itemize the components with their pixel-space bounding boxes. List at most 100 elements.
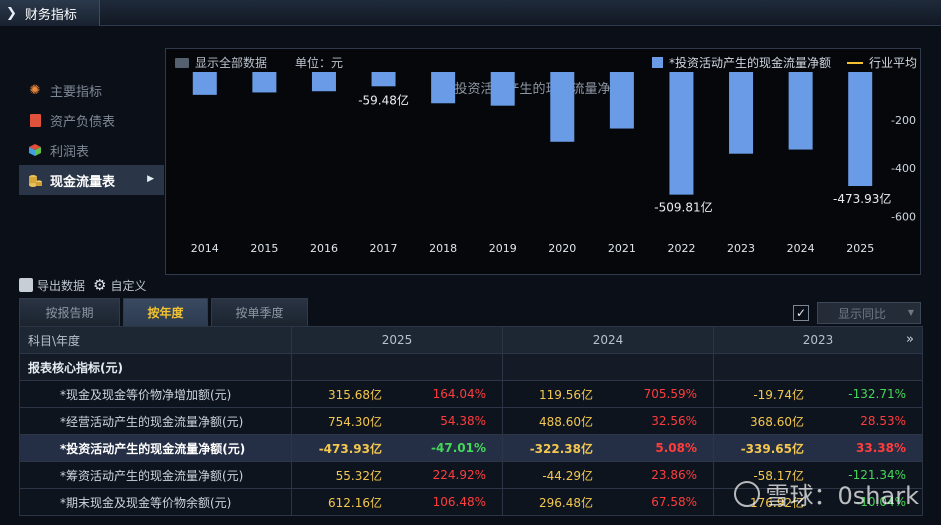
- value-cell: 612.16亿 106.48%: [291, 488, 503, 516]
- yoy-label: 显示同比: [838, 306, 887, 321]
- value-cell: 488.60亿 32.56%: [502, 407, 714, 435]
- cube-icon: [27, 142, 43, 158]
- cell-value: -19.74亿: [753, 387, 804, 402]
- cell-value: -339.65亿: [740, 441, 804, 456]
- cell-yoy: 54.38%: [440, 414, 486, 428]
- sidebar-item-label: 现金流量表: [50, 174, 116, 190]
- export-icon: [19, 278, 33, 292]
- double-chevron-right-icon[interactable]: »: [906, 332, 914, 347]
- show-all-data-button[interactable]: 显示全部数据: [195, 56, 268, 70]
- tools-bar: 导出数据 ⚙ 自定义: [19, 276, 146, 294]
- period-tabs: 按报告期 按年度 按单季度: [19, 298, 308, 326]
- column-header-year: 2023 »: [713, 326, 923, 354]
- value-cell: 119.56亿 705.59%: [502, 380, 714, 408]
- column-header-item: 科目\年度: [19, 326, 292, 354]
- sidebar-item-cash-flow[interactable]: 现金流量表 ▶: [19, 165, 164, 195]
- financial-indicators-tab[interactable]: ❯ 财务指标: [0, 0, 100, 26]
- row-label: *经营活动产生的现金流量净额(元): [19, 407, 292, 435]
- bar-2024[interactable]: [788, 72, 813, 150]
- export-data-button[interactable]: 导出数据: [19, 277, 85, 294]
- x-tick-label: 2022: [667, 242, 695, 255]
- bar-2018[interactable]: [431, 72, 456, 104]
- tab-by-report-period[interactable]: 按报告期: [19, 298, 120, 326]
- cell-yoy: 5.08%: [655, 441, 697, 455]
- bar-2021[interactable]: [609, 72, 634, 129]
- value-cell: -19.74亿 -132.71%: [713, 380, 923, 408]
- value-cell: -44.29亿 23.86%: [502, 461, 714, 489]
- tab-by-quarter[interactable]: 按单季度: [211, 298, 308, 326]
- chart-title: *投资活动产生的现金流量净额: [448, 81, 624, 97]
- financial-table: 科目\年度 2025 2024 2023 » 报表核心指标(元) *现金及现金等…: [19, 326, 923, 516]
- column-header-year: 2024: [502, 326, 714, 354]
- legend-average-label[interactable]: 行业平均: [868, 56, 917, 70]
- export-label: 导出数据: [37, 278, 86, 293]
- cell-value: -473.93亿: [318, 441, 382, 456]
- row-label: *现金及现金等价物净增加额(元): [19, 380, 292, 408]
- x-tick-label: 2016: [310, 242, 338, 255]
- section-row: 报表核心指标(元): [19, 353, 923, 381]
- watermark: 雪球：0shark: [733, 476, 919, 511]
- cell-value: 754.30亿: [328, 414, 382, 429]
- cell-yoy: 23.86%: [651, 468, 697, 482]
- table-row[interactable]: *期末现金及现金等价物余额(元) 612.16亿 106.48% 296.48亿 67.…: [19, 488, 923, 516]
- row-label: *投资活动产生的现金流量净额(元): [19, 434, 292, 462]
- cell-value: 119.56亿: [539, 387, 593, 402]
- chart-toolbar: 显示全部数据 单位：元 *投资活动产生的现金流量净额 行业平均: [165, 50, 921, 72]
- row-label: *期末现金及现金等价物余额(元): [19, 488, 292, 516]
- x-tick-label: 2020: [548, 242, 576, 255]
- yoy-dropdown[interactable]: 显示同比 ▼: [817, 302, 921, 324]
- bar-2017[interactable]: [371, 72, 396, 87]
- x-tick-label: 2015: [250, 242, 278, 255]
- legend-average-swatch: [846, 61, 863, 64]
- table-row[interactable]: *现金及现金等价物净增加额(元) 315.68亿 164.04% 119.56亿 705…: [19, 380, 923, 408]
- bar-2016[interactable]: [311, 72, 336, 92]
- bar-2023[interactable]: [729, 72, 754, 154]
- cell-value: -58.17亿: [753, 468, 804, 483]
- table-row[interactable]: *经营活动产生的现金流量净额(元) 754.30亿 54.38% 488.60亿 32.…: [19, 407, 923, 435]
- customize-label: 自定义: [110, 278, 147, 293]
- value-cell: 754.30亿 54.38%: [291, 407, 503, 435]
- value-cell: -339.65亿 33.38%: [713, 434, 923, 462]
- data-label: -473.93亿: [833, 191, 891, 206]
- cell-yoy: 32.56%: [651, 414, 697, 428]
- bar-2014[interactable]: [192, 72, 217, 95]
- cell-value: -322.38亿: [529, 441, 593, 456]
- cell-yoy: -10.04%: [855, 495, 906, 509]
- cell-yoy: 164.04%: [432, 387, 486, 401]
- watermark-text: 雪球：0shark: [765, 482, 919, 510]
- x-tick-label: 2025: [846, 242, 874, 255]
- x-tick-label: 2014: [191, 242, 219, 255]
- sidebar-item-main-indicators[interactable]: ✺ 主要指标: [19, 75, 164, 105]
- cell-yoy: 33.38%: [856, 441, 906, 455]
- table-row[interactable]: *投资活动产生的现金流量净额(元) -473.93亿 -47.01% -322.38亿…: [19, 434, 923, 462]
- table-row[interactable]: *筹资活动产生的现金流量净额(元) 55.32亿 224.92% -44.29亿 23.…: [19, 461, 923, 489]
- document-icon: [27, 112, 43, 128]
- asterisk-icon: ✺: [29, 82, 41, 98]
- table-header-row: 科目\年度 2025 2024 2023 »: [19, 326, 923, 354]
- x-tick-label: 2021: [608, 242, 636, 255]
- bar-2020[interactable]: [550, 72, 575, 142]
- section-title: 报表核心指标(元): [19, 353, 292, 381]
- cell-value: 488.60亿: [539, 414, 593, 429]
- row-label: *筹资活动产生的现金流量净额(元): [19, 461, 292, 489]
- bar-2019[interactable]: [490, 72, 515, 106]
- value-cell: 296.48亿 67.58%: [502, 488, 714, 516]
- tab-by-year[interactable]: 按年度: [123, 298, 208, 326]
- x-tick-label: 2023: [727, 242, 755, 255]
- yoy-checkbox[interactable]: ✓: [793, 305, 809, 321]
- unit-label: 单位：元: [295, 56, 344, 70]
- sidebar-item-balance-sheet[interactable]: 资产负债表: [19, 105, 164, 135]
- sidebar-item-income-statement[interactable]: 利润表: [19, 135, 164, 165]
- legend-series-label[interactable]: *投资活动产生的现金流量净额: [668, 56, 831, 70]
- bar-2025[interactable]: [848, 72, 873, 187]
- column-header-year-label: 2023: [802, 333, 834, 347]
- value-cell: -322.38亿 5.08%: [502, 434, 714, 462]
- x-tick-label: 2018: [429, 242, 457, 255]
- sidebar-item-label: 资产负债表: [50, 114, 116, 130]
- column-header-year: 2025: [291, 326, 503, 354]
- customize-button[interactable]: ⚙ 自定义: [93, 276, 146, 294]
- y-tick-label: -400: [891, 162, 916, 175]
- bar-2022[interactable]: [669, 72, 694, 195]
- value-cell: 368.60亿 28.53%: [713, 407, 923, 435]
- bar-2015[interactable]: [252, 72, 277, 93]
